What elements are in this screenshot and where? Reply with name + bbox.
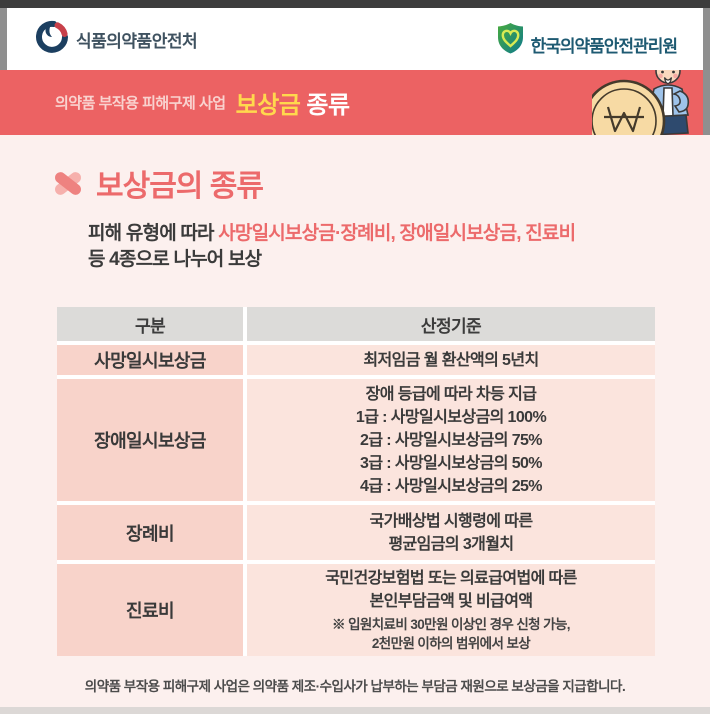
kids-shield-icon xyxy=(497,22,524,59)
row-medical-criteria-text: 국민건강보험법 또는 의료급여법에 따른 본인부담금액 및 비급여액 xyxy=(325,570,577,611)
col-header-criteria: 산정기준 xyxy=(247,307,655,342)
row-disability-category: 장애일시보상금 xyxy=(57,379,243,502)
agency-header: 식품의약품안전처 한국의약품안전관리원 xyxy=(7,8,703,70)
intro-text: 피해 유형에 따라 사망일시보상금·장례비, 장애일시보상금, 진료비 등 4종… xyxy=(88,221,710,273)
row-funeral-criteria: 국가배상법 시행령에 따른 평균임금의 3개월치 xyxy=(247,505,655,561)
row-death-criteria-text: 최저임금 월 환산액의 5년치 xyxy=(363,351,539,369)
row-funeral-category: 장례비 xyxy=(57,505,243,561)
left-edge-rail xyxy=(0,8,7,70)
col-header-category: 구분 xyxy=(57,307,243,342)
banner-title: 보상금 종류 xyxy=(236,85,350,120)
footer-note: 의약품 부작용 피해구제 사업은 의약품 제조·수입사가 납부하는 부담금 재원… xyxy=(84,679,626,695)
section-title-row: 보상금의 종류 xyxy=(50,161,710,205)
row-disability-criteria-text: 장애 등급에 따라 차등 지급 1급 : 사망일시보상금의 100% 2급 : … xyxy=(355,385,547,495)
top-edge-bar xyxy=(0,0,710,8)
row-disability-criteria: 장애 등급에 따라 차등 지급 1급 : 사망일시보상금의 100% 2급 : … xyxy=(247,379,655,502)
mfds-logo-label: 식품의약품안전처 xyxy=(76,31,198,51)
banner-title-bonus: 보상금 xyxy=(235,92,301,119)
kids-logo-label: 한국의약품안전관리원 xyxy=(530,36,678,56)
row-death-category: 사망일시보상금 xyxy=(57,345,243,376)
bandaid-icon xyxy=(50,165,86,201)
banner-program-label: 의약품 부작용 피해구제 사업 xyxy=(55,95,226,112)
row-death-criteria: 최저임금 월 환산액의 5년치 xyxy=(247,345,655,376)
intro-line1: 피해 유형에 따라 사망일시보상금·장례비, 장애일시보상금, 진료비 xyxy=(88,221,710,247)
row-medical-criteria-note: ※ 입원치료비 30만원 이상인 경우 신청 가능, 2천만원 이하의 범위에서… xyxy=(332,617,571,651)
mfds-logo: 식품의약품안전처 xyxy=(35,20,198,59)
row-funeral-criteria-text: 국가배상법 시행령에 따른 평균임금의 3개월치 xyxy=(369,512,533,553)
row-medical-criteria: 국민건강보험법 또는 의료급여법에 따른 본인부담금액 및 비급여액 ※ 입원치… xyxy=(247,564,655,657)
main-content: 보상금의 종류 피해 유형에 따라 사망일시보상금·장례비, 장애일시보상금, … xyxy=(0,135,710,707)
right-edge-rail xyxy=(703,8,710,135)
row-medical-category: 진료비 xyxy=(57,564,243,657)
intro-highlight: 사망일시보상금·장례비, 장애일시보상금, 진료비 xyxy=(218,223,576,244)
bottom-edge-bar xyxy=(0,707,710,714)
banner-text: 의약품 부작용 피해구제 사업 보상금 종류 xyxy=(55,70,350,135)
title-banner: 의약품 부작용 피해구제 사업 보상금 종류 xyxy=(0,56,710,163)
compensation-table: 구분 산정기준 사망일시보상금 최저임금 월 환산액의 5년치 장애일시보상금 … xyxy=(57,307,655,657)
mfds-symbol-icon xyxy=(35,20,69,59)
banner-title-kind: 종류 xyxy=(306,92,350,119)
intro-line2: 등 4종으로 나누어 보상 xyxy=(88,249,262,271)
section-title: 보상금의 종류 xyxy=(96,170,264,203)
intro-prefix: 피해 유형에 따라 xyxy=(88,223,219,244)
kids-logo: 한국의약품안전관리원 xyxy=(497,20,678,59)
